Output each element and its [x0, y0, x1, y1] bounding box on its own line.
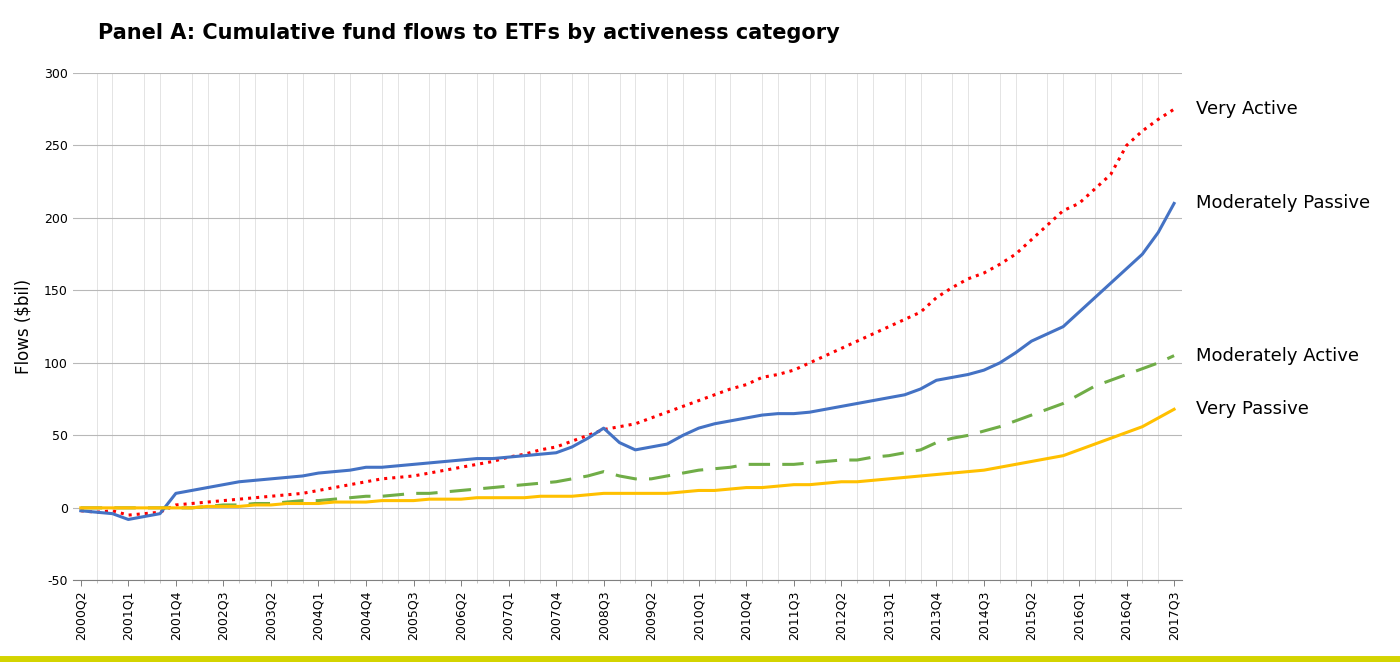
- Text: Panel A: Cumulative fund flows to ETFs by activeness category: Panel A: Cumulative fund flows to ETFs b…: [98, 23, 840, 43]
- Y-axis label: Flows ($bil): Flows ($bil): [15, 279, 34, 374]
- Text: Moderately Passive: Moderately Passive: [1196, 195, 1371, 213]
- Text: Very Active: Very Active: [1196, 100, 1298, 118]
- Text: Very Passive: Very Passive: [1196, 401, 1309, 418]
- Text: Moderately Active: Moderately Active: [1196, 347, 1359, 365]
